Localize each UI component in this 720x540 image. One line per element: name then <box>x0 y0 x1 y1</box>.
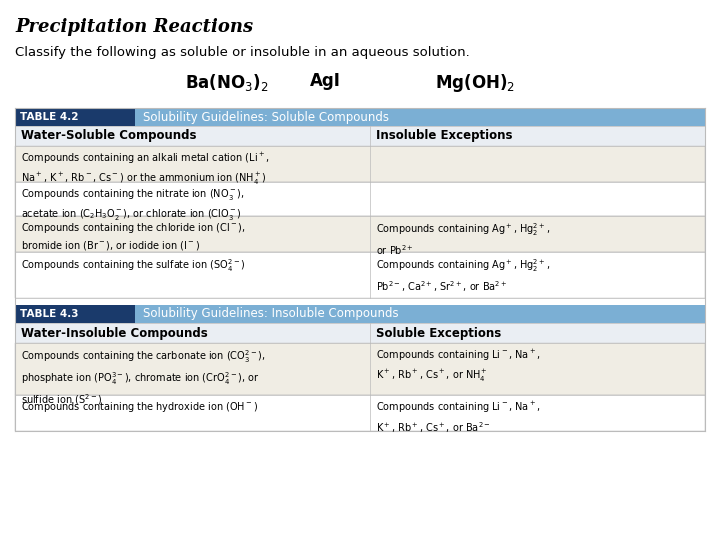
Text: Compounds containing Li$^-$, Na$^+$,
K$^+$, Rb$^+$, Cs$^+$, or Ba$^{2-}$: Compounds containing Li$^-$, Na$^+$, K$^… <box>376 400 541 435</box>
Text: Precipitation Reactions: Precipitation Reactions <box>15 18 253 36</box>
Text: Compounds containing the chloride ion (Cl$^-$),
bromide ion (Br$^-$), or iodide : Compounds containing the chloride ion (C… <box>21 221 246 252</box>
Bar <box>15 395 705 431</box>
Text: Compounds containing Ag$^+$, Hg$_2^{2+}$,
or Pb$^{2+}$: Compounds containing Ag$^+$, Hg$_2^{2+}$… <box>376 221 550 257</box>
Text: Compounds containing the nitrate ion (NO$_3^-$),
acetate ion (C$_2$H$_3$O$_2^-$): Compounds containing the nitrate ion (NO… <box>21 187 245 221</box>
Bar <box>15 305 135 323</box>
Text: Mg(OH)$_2$: Mg(OH)$_2$ <box>435 72 515 94</box>
Bar <box>15 323 705 343</box>
Bar <box>370 126 705 146</box>
Text: Insoluble Exceptions: Insoluble Exceptions <box>376 130 513 143</box>
Text: Solubility Guidelines: Insoluble Compounds: Solubility Guidelines: Insoluble Compoun… <box>143 307 399 321</box>
Text: Water-Insoluble Compounds: Water-Insoluble Compounds <box>21 327 208 340</box>
Bar <box>15 126 705 146</box>
Text: Ba(NO$_3$)$_2$: Ba(NO$_3$)$_2$ <box>185 72 269 93</box>
Text: Water-Soluble Compounds: Water-Soluble Compounds <box>21 130 197 143</box>
Text: Compounds containing an alkali metal cation (Li$^+$,
Na$^+$, K$^+$, Rb$^-$, Cs$^: Compounds containing an alkali metal cat… <box>21 151 270 187</box>
Bar <box>135 108 705 126</box>
Bar <box>370 323 705 343</box>
Bar <box>15 182 705 216</box>
Text: TABLE 4.2: TABLE 4.2 <box>20 112 78 122</box>
Text: Solubility Guidelines: Soluble Compounds: Solubility Guidelines: Soluble Compounds <box>143 111 389 124</box>
Bar <box>15 108 135 126</box>
Bar <box>15 216 705 252</box>
Bar <box>15 343 705 395</box>
Text: Compounds containing the carbonate ion (CO$_3^{2-}$),
phosphate ion (PO$_4^{3-}$: Compounds containing the carbonate ion (… <box>21 348 266 407</box>
Bar <box>135 305 705 323</box>
Text: Soluble Exceptions: Soluble Exceptions <box>376 327 501 340</box>
Text: AgI: AgI <box>310 72 341 90</box>
Bar <box>15 126 370 146</box>
Bar <box>15 252 705 298</box>
Text: Compounds containing the hydroxide ion (OH$^-$): Compounds containing the hydroxide ion (… <box>21 400 258 414</box>
Text: Classify the following as soluble or insoluble in an aqueous solution.: Classify the following as soluble or ins… <box>15 46 469 59</box>
Bar <box>15 323 370 343</box>
Text: Compounds containing the sulfate ion (SO$_4^{2-}$): Compounds containing the sulfate ion (SO… <box>21 257 246 274</box>
Text: TABLE 4.3: TABLE 4.3 <box>20 309 78 319</box>
Bar <box>15 146 705 182</box>
Text: Compounds containing Ag$^+$, Hg$_2^{2+}$,
Pb$^{2-}$, Ca$^{2+}$, Sr$^{2+}$, or Ba: Compounds containing Ag$^+$, Hg$_2^{2+}$… <box>376 257 550 294</box>
Text: Compounds containing Li$^-$, Na$^+$,
K$^+$, Rb$^+$, Cs$^+$, or NH$_4^+$: Compounds containing Li$^-$, Na$^+$, K$^… <box>376 348 541 384</box>
